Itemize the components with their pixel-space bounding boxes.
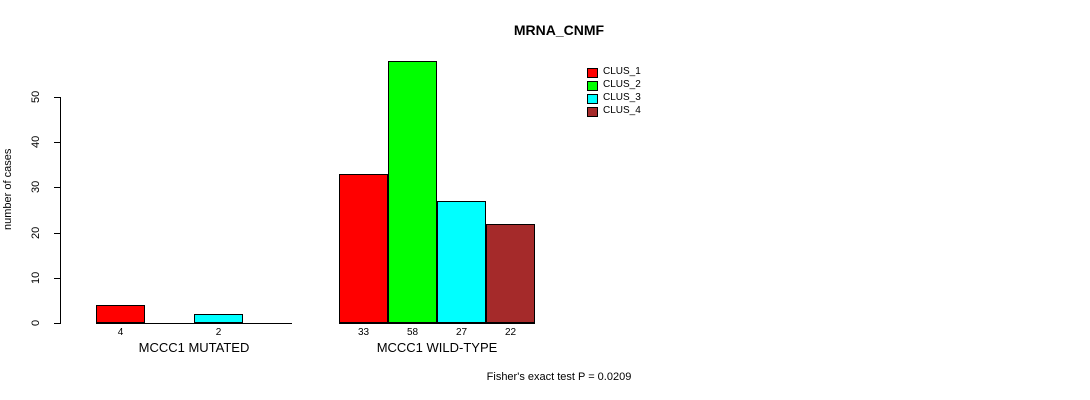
bar-value-label: 27 [455,327,468,338]
x-baseline [339,323,535,324]
y-tick [54,323,60,324]
bar-clus_3-group1 [194,314,243,323]
group-label: MCCC1 MUTATED [138,340,250,355]
annotation-pvalue: Fisher's exact test P = 0.0209 [486,371,632,383]
bar-clus_1-group2 [339,174,388,323]
bar-value-label: 22 [504,327,517,338]
bar-value-label: 58 [406,327,419,338]
y-axis-line [60,97,61,324]
x-baseline [96,323,292,324]
y-tick [54,187,60,188]
bar-value-label: 33 [357,327,370,338]
y-tick [54,142,60,143]
chart-title: MRNA_CNMF [513,22,605,38]
bar-value-label: 4 [117,327,124,338]
group-label: MCCC1 WILD-TYPE [376,340,498,355]
y-tick [54,233,60,234]
bar-clus_3-group2 [437,201,486,323]
legend-swatch-clus_2 [587,81,598,91]
legend-swatch-clus_1 [587,68,598,78]
legend-label-clus_1: CLUS_1 [603,66,641,77]
bar-clus_1-group1 [96,305,145,323]
bar-value-label: 2 [215,327,222,338]
legend-swatch-clus_3 [587,94,598,104]
bar-clus_4-group2 [486,224,535,323]
bar-clus_2-group2 [388,61,437,323]
legend-label-clus_3: CLUS_3 [603,92,641,103]
legend-label-clus_4: CLUS_4 [603,105,641,116]
legend-swatch-clus_4 [587,107,598,117]
legend-label-clus_2: CLUS_2 [603,79,641,90]
y-tick [54,97,60,98]
y-tick [54,278,60,279]
